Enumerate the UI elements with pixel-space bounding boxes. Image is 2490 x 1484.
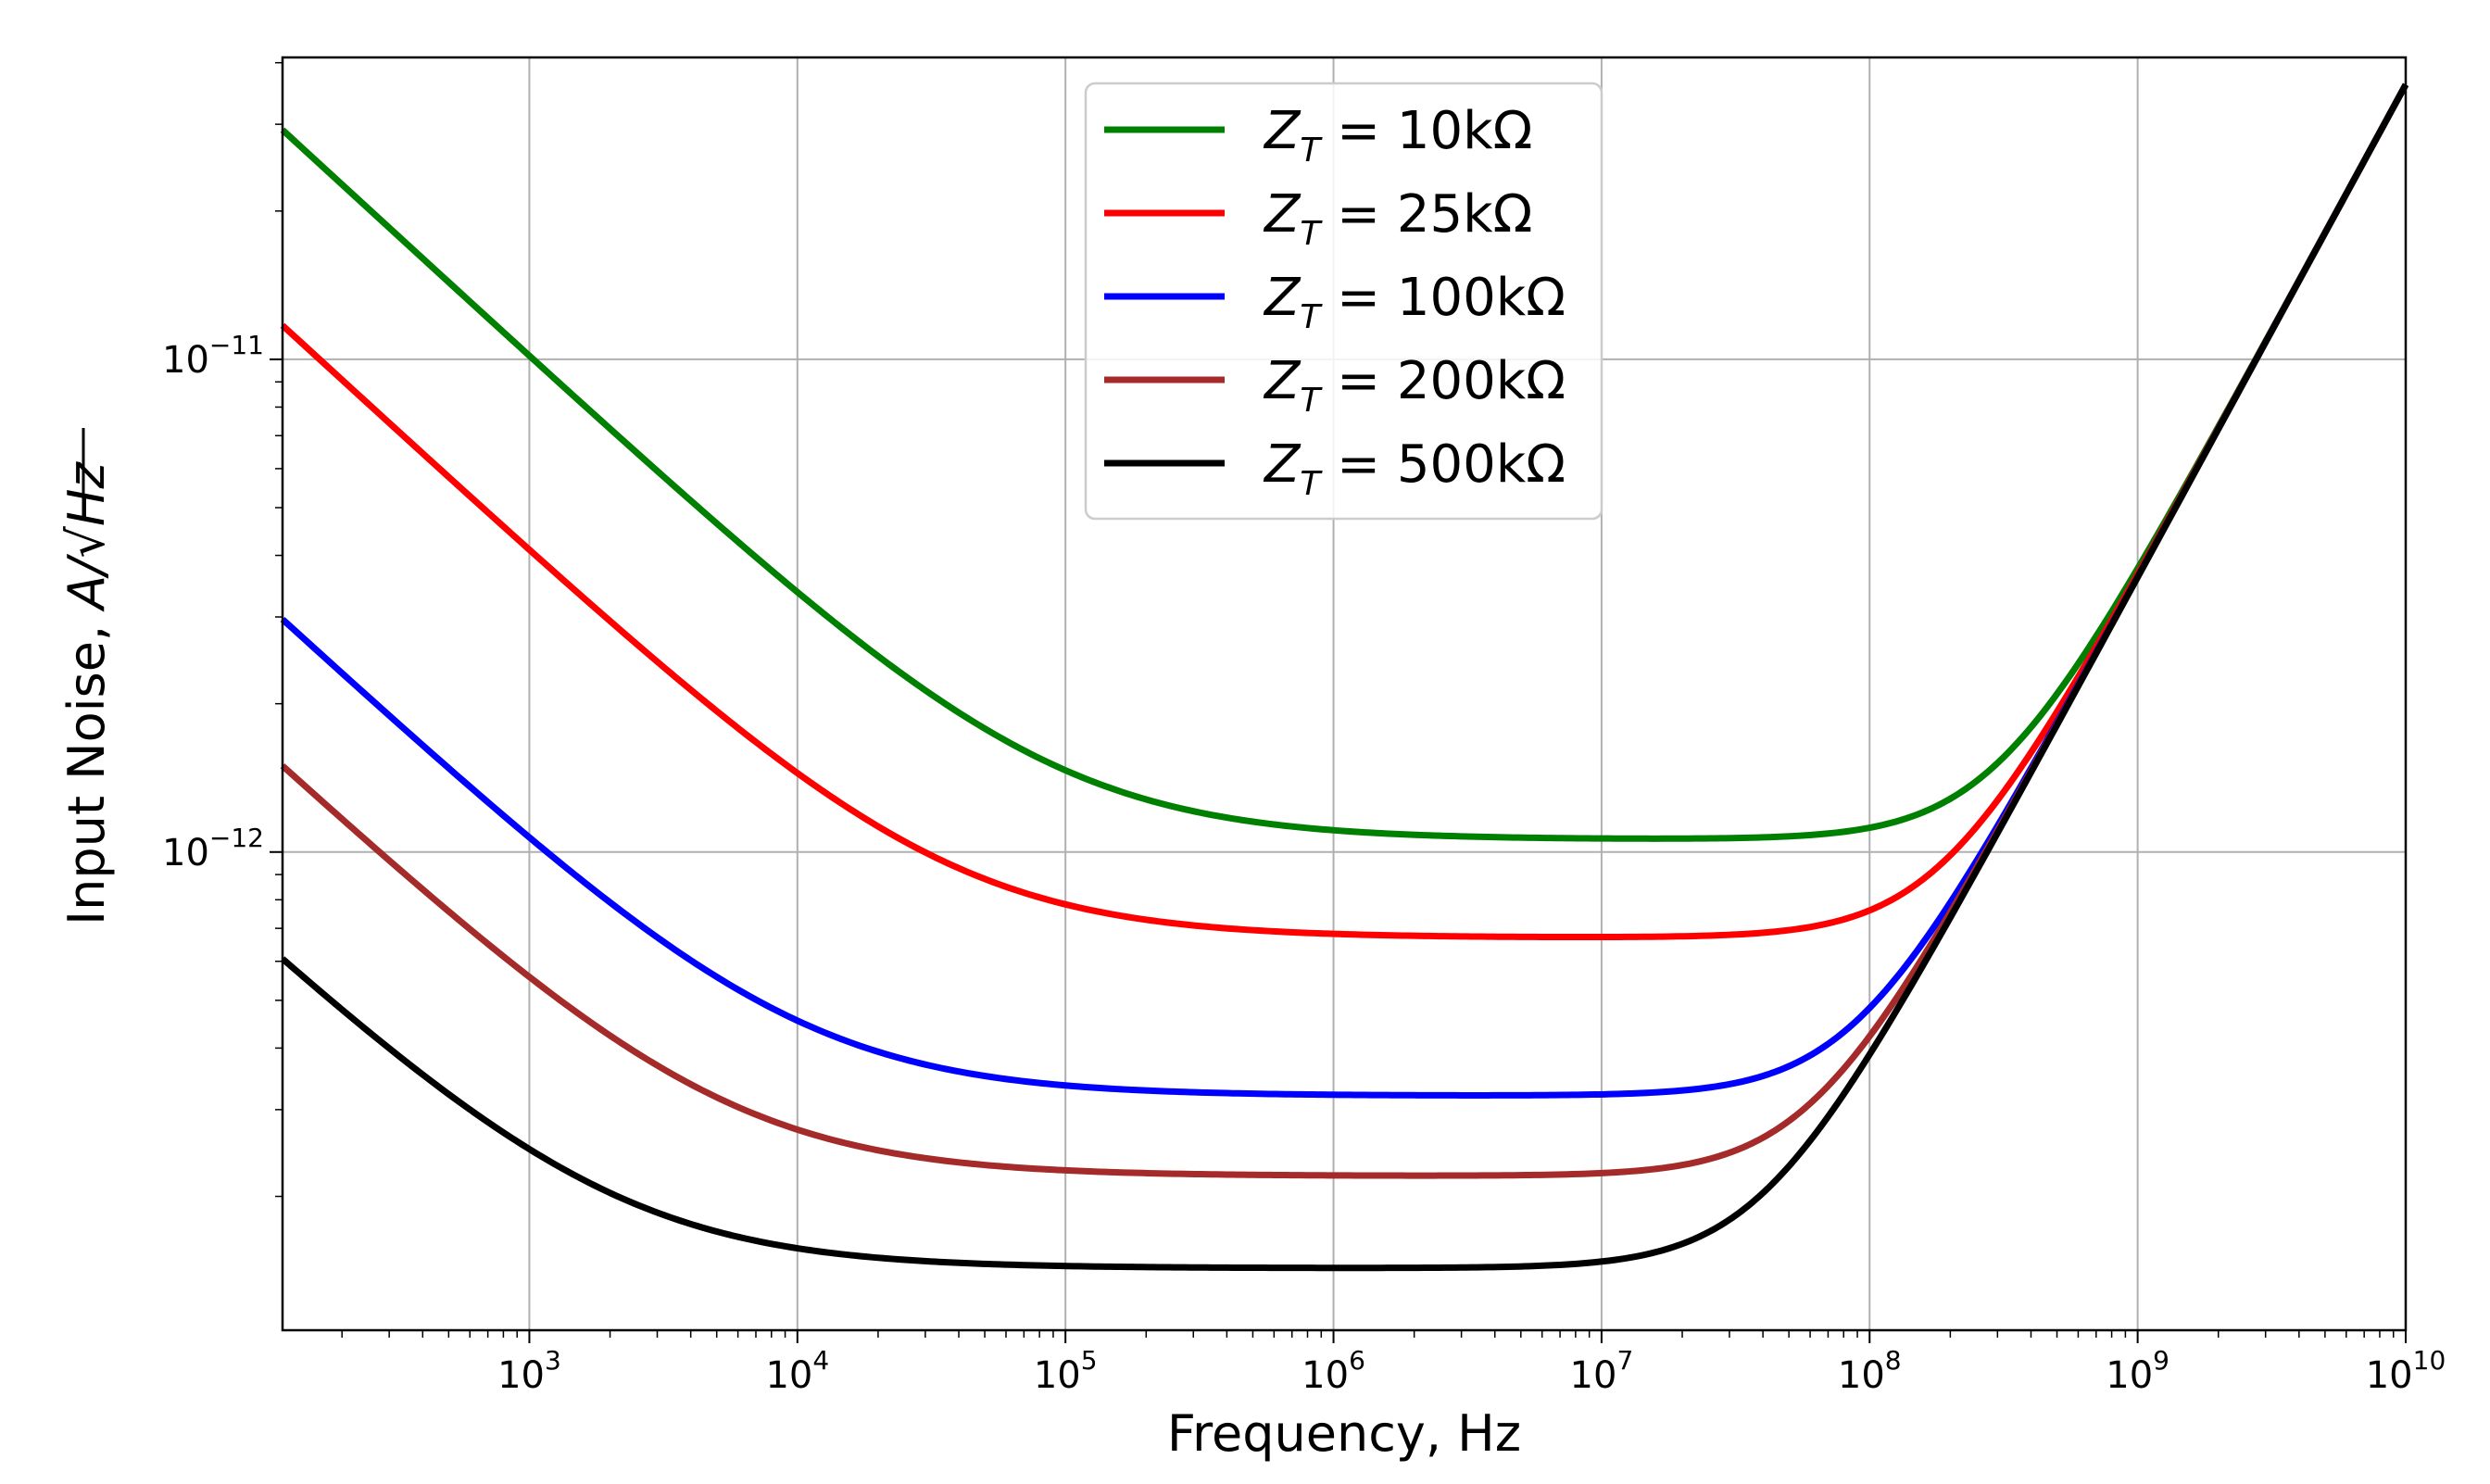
y-tick-label: 10−11 [162, 330, 264, 382]
series-line [280, 82, 2409, 1272]
y-tick-label: 10−12 [162, 823, 264, 874]
y-axis-label-units: A/√Hz [57, 461, 116, 612]
minor-ticks [275, 61, 2395, 1338]
x-tick-label: 103 [497, 1345, 561, 1397]
series-line [280, 82, 2409, 842]
legend-label: ZT = 25kΩ [1263, 184, 1532, 253]
major-ticks [270, 358, 2407, 1343]
legend-label: ZT = 500kΩ [1263, 434, 1566, 503]
x-tick-label: 105 [1034, 1345, 1098, 1397]
x-tick-label: 109 [2106, 1345, 2169, 1397]
y-axis-label-prefix: Input Noise, [57, 610, 116, 925]
series-lines [280, 82, 2409, 1272]
legend-label: ZT = 200kΩ [1263, 351, 1566, 420]
legend-label: ZT = 10kΩ [1263, 101, 1532, 170]
x-tick-label: 104 [765, 1345, 829, 1397]
x-axis-label: Frequency, Hz [1167, 1404, 1521, 1463]
y-tick-labels: 10−11 10−12 [162, 330, 264, 874]
plot-frame [281, 56, 2408, 1332]
y-axis-label: Input Noise, A/√Hz [57, 461, 116, 925]
series-line [280, 82, 2409, 941]
x-tick-label: 106 [1302, 1345, 1365, 1397]
legend-box [1084, 82, 1603, 521]
x-tick-label: 108 [1838, 1345, 1902, 1397]
legend: ZT = 10kΩ ZT = 25kΩ ZT = 100kΩ ZT = 200kΩ ZT… [1084, 82, 1603, 521]
x-tick-label: 1010 [2366, 1345, 2446, 1397]
x-tick-label: 107 [1570, 1345, 1634, 1397]
legend-label: ZT = 100kΩ [1263, 268, 1566, 336]
x-tick-labels: 103 104 105 106 107 108 109 1010 [497, 1345, 2446, 1397]
